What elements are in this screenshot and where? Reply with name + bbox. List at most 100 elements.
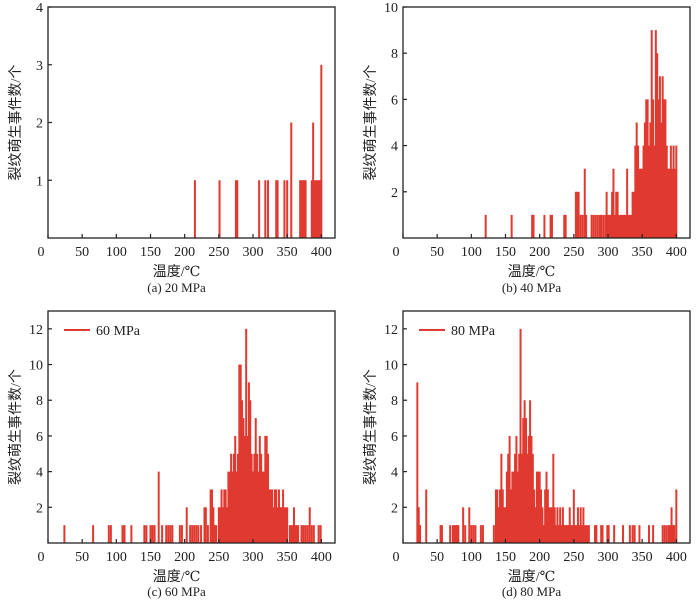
bar bbox=[553, 507, 556, 543]
bar bbox=[153, 525, 156, 543]
bar bbox=[585, 214, 588, 238]
bar bbox=[583, 525, 586, 543]
y-tick-label: 10 bbox=[384, 1, 398, 16]
x-tick-label: 50 bbox=[75, 245, 89, 260]
bar bbox=[254, 418, 257, 543]
bar bbox=[294, 525, 297, 543]
bar bbox=[630, 214, 633, 238]
bar bbox=[550, 507, 553, 543]
bar bbox=[672, 145, 675, 238]
bar bbox=[574, 191, 577, 238]
bar bbox=[648, 145, 650, 238]
x-tick-label: 100 bbox=[461, 550, 482, 565]
bar bbox=[581, 214, 584, 238]
bar bbox=[200, 525, 203, 543]
bar bbox=[622, 214, 625, 238]
bar bbox=[653, 145, 656, 238]
bar bbox=[637, 145, 640, 238]
bar bbox=[667, 168, 670, 238]
x-axis-label: 温度/℃ bbox=[508, 569, 556, 585]
bar bbox=[468, 507, 471, 543]
x-tick-label: 200 bbox=[174, 245, 195, 260]
bar bbox=[288, 525, 291, 543]
x-tick-label: 250 bbox=[563, 550, 584, 565]
bar bbox=[185, 507, 188, 543]
bar bbox=[670, 507, 673, 543]
bar bbox=[318, 180, 321, 238]
x-tick-label: 150 bbox=[495, 550, 516, 565]
bar bbox=[602, 214, 605, 238]
bar bbox=[300, 525, 303, 543]
x-tick-label: 400 bbox=[666, 550, 687, 565]
x-tick-label: 250 bbox=[208, 550, 229, 565]
bar bbox=[267, 453, 270, 543]
bar bbox=[171, 525, 174, 543]
bar bbox=[516, 471, 519, 543]
x-tick-label: 350 bbox=[277, 245, 298, 260]
chart-panel-a: 0 50 100 150 200 250 300 350 400 1 2 3 4 温度/℃ 裂纹萌生事件数/… bbox=[8, 1, 336, 295]
bar bbox=[617, 214, 620, 238]
bar bbox=[212, 507, 215, 543]
bar bbox=[290, 525, 293, 543]
bar bbox=[675, 145, 678, 238]
bar bbox=[232, 453, 235, 543]
bar bbox=[193, 525, 196, 543]
x-tick-label: 350 bbox=[277, 550, 298, 565]
bar bbox=[453, 525, 456, 543]
chart-panel-c: 0 50 100 150 200 250 300 350 400 2 4 6 8 10 12 温度/℃ 裂纹萌生… bbox=[8, 310, 336, 599]
bar bbox=[578, 525, 581, 543]
bar bbox=[635, 122, 638, 238]
bar bbox=[276, 180, 279, 238]
x-tick-label: 250 bbox=[563, 245, 584, 260]
bar bbox=[661, 76, 664, 238]
bar bbox=[566, 525, 568, 543]
bar bbox=[280, 507, 283, 543]
bar bbox=[577, 191, 580, 238]
bar bbox=[206, 525, 209, 543]
bar bbox=[511, 471, 514, 543]
legend-label: 60 MPa bbox=[96, 324, 141, 339]
x-tick-label: 200 bbox=[529, 245, 550, 260]
bar bbox=[523, 400, 526, 543]
bar bbox=[275, 180, 278, 238]
bar bbox=[561, 507, 564, 543]
bar bbox=[527, 435, 530, 543]
x-tick-label: 0 bbox=[393, 550, 400, 565]
bar bbox=[656, 53, 659, 239]
bar bbox=[230, 453, 233, 543]
bar bbox=[283, 180, 286, 238]
bar bbox=[642, 145, 645, 238]
bar bbox=[275, 489, 278, 543]
bar bbox=[540, 489, 543, 543]
bar bbox=[548, 507, 551, 543]
bar bbox=[645, 99, 648, 239]
chart-panel-b: 0 50 100 150 200 250 300 350 400 2 4 6 8 10 温度/℃ 裂纹萌生事件… bbox=[363, 1, 691, 295]
y-axis-label: 裂纹萌生事件数/个 bbox=[8, 369, 24, 485]
bar bbox=[567, 525, 570, 543]
bar bbox=[310, 525, 313, 543]
bar bbox=[652, 525, 655, 543]
bar bbox=[273, 489, 276, 543]
bar bbox=[249, 400, 252, 543]
bar bbox=[243, 435, 246, 543]
bar bbox=[290, 122, 293, 238]
bar bbox=[628, 214, 631, 238]
bar bbox=[300, 180, 303, 238]
bar bbox=[615, 191, 618, 238]
bar bbox=[641, 168, 644, 238]
bar bbox=[474, 525, 477, 543]
plot-frame bbox=[402, 310, 691, 544]
bar bbox=[623, 214, 626, 238]
bar bbox=[598, 214, 601, 238]
y-tick-label: 10 bbox=[384, 359, 398, 374]
bar bbox=[663, 525, 666, 543]
bar bbox=[531, 214, 534, 238]
bar bbox=[264, 180, 267, 238]
bar bbox=[601, 525, 604, 543]
bar bbox=[668, 168, 671, 238]
bar bbox=[479, 525, 482, 543]
bar bbox=[282, 489, 285, 543]
bar bbox=[612, 168, 615, 238]
bar bbox=[557, 525, 560, 543]
x-tick-label: 250 bbox=[208, 245, 229, 260]
